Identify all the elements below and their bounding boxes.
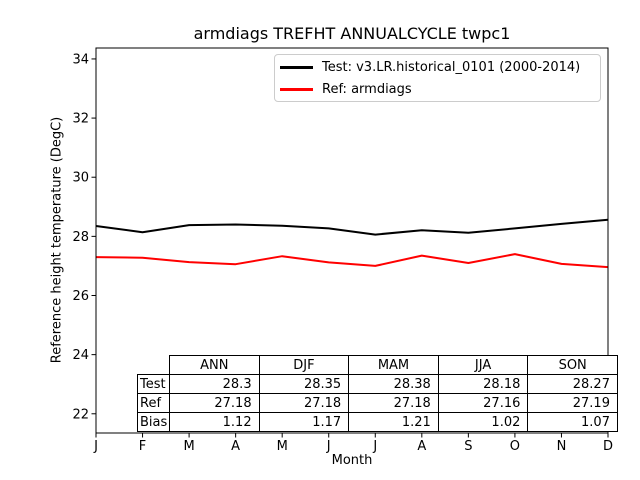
col-header: JJA: [437, 355, 529, 375]
table-row: Test 28.3 28.35 28.38 28.18 28.27: [137, 374, 618, 394]
stats-table: ANN DJF MAM JJA SON Test 28.3 28.35 28.3…: [137, 355, 618, 432]
table-row: Bias 1.12 1.17 1.21 1.02 1.07: [137, 412, 618, 432]
row-label: Bias: [137, 412, 170, 432]
chart-title: armdiags TREFHT ANNUALCYCLE twpc1: [193, 24, 511, 43]
axes-frame: [95, 47, 609, 434]
x-tick-label: J: [93, 439, 98, 454]
table-cell: 27.18: [169, 393, 260, 413]
x-tick-label: D: [603, 439, 613, 454]
legend-label-test: Test: v3.LR.historical_0101 (2000-2014): [322, 59, 581, 75]
y-tick-label: 30: [72, 171, 89, 186]
table-cell: 27.18: [258, 393, 350, 413]
row-label: Test: [137, 374, 170, 394]
x-tick-label: J: [326, 439, 331, 454]
col-header: DJF: [258, 355, 350, 375]
x-tick-label: M: [277, 439, 288, 454]
col-header: SON: [527, 355, 618, 375]
test-line-sample: [280, 65, 313, 69]
table-header-row: ANN DJF MAM JJA SON: [138, 355, 618, 375]
x-tick-label: J: [372, 439, 377, 454]
y-tick-label: 26: [72, 289, 89, 304]
x-tick-label: S: [464, 439, 472, 454]
x-tick-label: M: [183, 439, 194, 454]
x-tick-label: A: [417, 439, 426, 454]
test-series-line: [95, 218, 609, 236]
table-cell: 1.17: [258, 412, 350, 432]
col-header: ANN: [169, 355, 260, 375]
legend-label-ref: Ref: armdiags: [322, 81, 412, 97]
table-cell: 1.02: [437, 412, 529, 432]
x-tick-label: A: [231, 439, 240, 454]
table-cell: 28.35: [258, 374, 350, 394]
table-cell: 1.21: [348, 412, 439, 432]
table-cell: 28.27: [527, 374, 618, 394]
table-cell: 27.19: [527, 393, 618, 413]
ref-series-line: [95, 253, 609, 269]
table-cell: 27.18: [348, 393, 439, 413]
ref-line-sample: [280, 87, 313, 91]
y-tick-label: 28: [72, 230, 89, 245]
legend-item-ref: Ref: armdiags: [280, 81, 592, 98]
table-corner-cell: [138, 356, 170, 375]
table-cell: 27.16: [437, 393, 529, 413]
x-tick-label: N: [557, 439, 567, 454]
y-tick-label: 34: [72, 52, 89, 67]
row-label: Ref: [137, 393, 170, 413]
y-tick-label: 24: [72, 348, 89, 363]
table-cell: 28.38: [348, 374, 439, 394]
table-row: Ref 27.18 27.18 27.18 27.16 27.19: [137, 393, 618, 413]
y-tick-label: 32: [72, 112, 89, 127]
table-cell: 28.3: [169, 374, 260, 394]
legend: Test: v3.LR.historical_0101 (2000-2014) …: [274, 54, 601, 102]
col-header: MAM: [348, 355, 439, 375]
table-cell: 28.18: [437, 374, 529, 394]
x-axis-label: Month: [331, 453, 373, 468]
x-tick-label: O: [510, 439, 520, 454]
table-cell: 1.12: [169, 412, 260, 432]
table-cell: 1.07: [527, 412, 618, 432]
y-tick-label: 22: [72, 407, 89, 422]
x-tick-label: F: [139, 439, 146, 454]
legend-item-test: Test: v3.LR.historical_0101 (2000-2014): [280, 59, 592, 76]
